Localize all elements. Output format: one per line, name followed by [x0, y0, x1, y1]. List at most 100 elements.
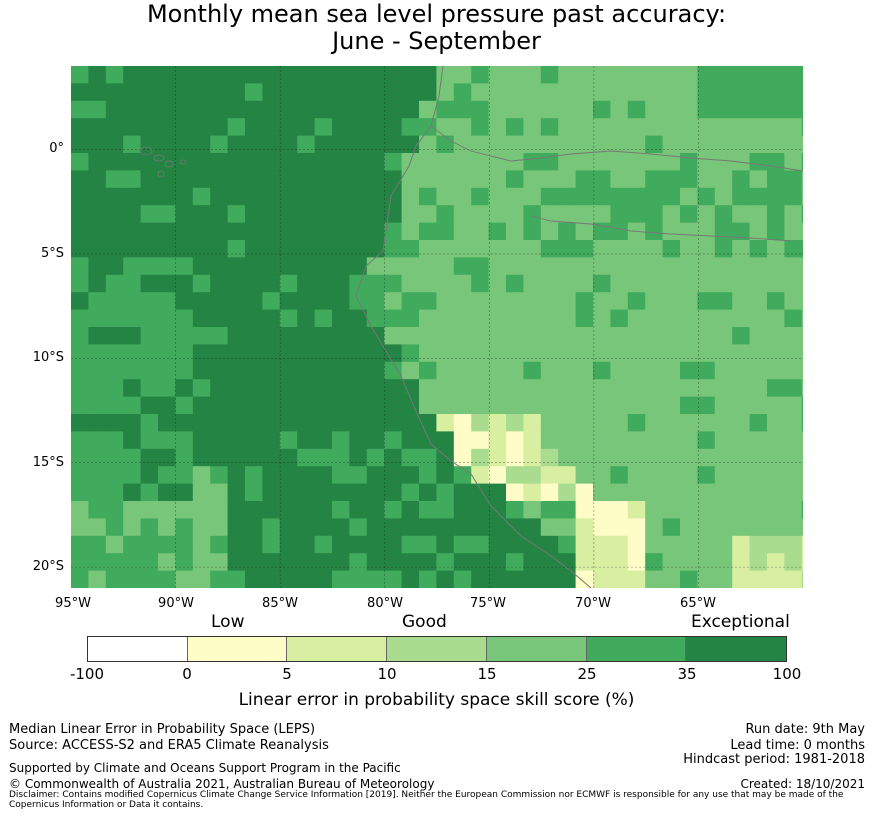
- grid-cell: [453, 327, 472, 345]
- grid-cell: [732, 361, 751, 380]
- grid-cell: [140, 396, 159, 415]
- grid-cell: [732, 379, 751, 398]
- grid-cell: [488, 135, 507, 154]
- grid-cell: [801, 396, 803, 415]
- lat-label-5s: 5°S: [40, 246, 64, 261]
- colorbar-segment: [586, 637, 687, 661]
- grid-cell: [105, 535, 124, 554]
- grid-cell: [297, 135, 316, 154]
- grid-cell: [366, 309, 385, 328]
- grid-cell: [175, 153, 194, 171]
- grid-cell: [349, 83, 368, 102]
- grid-cell: [714, 135, 733, 154]
- grid-cell: [279, 466, 298, 485]
- grid-cell: [767, 431, 785, 450]
- grid-cell: [384, 170, 403, 189]
- grid-cell: [627, 187, 646, 206]
- grid-cell: [767, 309, 785, 328]
- grid-cell: [227, 570, 246, 588]
- grid-cell: [471, 553, 490, 572]
- grid-cell: [332, 483, 350, 502]
- grid-cell: [784, 222, 803, 241]
- grid-cell: [714, 205, 733, 224]
- grid-cell: [192, 466, 211, 485]
- grid-cell: [680, 553, 698, 572]
- grid-cell: [732, 170, 751, 189]
- grid-cell: [210, 448, 229, 467]
- grid-cell: [488, 274, 507, 293]
- grid-cell: [158, 344, 176, 363]
- grid-cell: [697, 83, 716, 102]
- grid-cell: [210, 205, 229, 224]
- grid-cell: [419, 205, 437, 224]
- grid-cell: [488, 240, 507, 258]
- grid-cell: [558, 187, 577, 206]
- grid-cell: [801, 100, 803, 119]
- grid-cell: [506, 327, 524, 345]
- grid-cell: [801, 414, 803, 432]
- grid-cell: [314, 344, 333, 363]
- grid-cell: [523, 100, 542, 119]
- grid-cell: [767, 344, 785, 363]
- grid-cell: [245, 361, 263, 380]
- grid-cell: [262, 309, 281, 328]
- grid-cell: [488, 431, 507, 450]
- grid-cell: [627, 570, 646, 588]
- grid-cell: [540, 187, 559, 206]
- grid-cell: [610, 309, 629, 328]
- grid-cell: [697, 100, 716, 119]
- grid-cell: [71, 448, 89, 467]
- grid-cell: [332, 100, 350, 119]
- grid-cell: [784, 518, 803, 537]
- grid-cell: [262, 327, 281, 345]
- grid-cell: [593, 274, 611, 293]
- grid-cell: [158, 553, 176, 572]
- grid-cell: [123, 187, 142, 206]
- grid-cell: [210, 553, 229, 572]
- grid-cell: [140, 466, 159, 485]
- grid-cell: [523, 257, 542, 276]
- grid-cell: [488, 187, 507, 206]
- grid-cell: [749, 570, 768, 588]
- grid-cell: [697, 553, 716, 572]
- grid-cell: [332, 379, 350, 398]
- grid-cell: [767, 483, 785, 502]
- grid-cell: [262, 448, 281, 467]
- grid-cell: [645, 170, 664, 189]
- grid-cell: [262, 466, 281, 485]
- grid-cell: [680, 431, 698, 450]
- grid-cell: [714, 100, 733, 119]
- grid-cell: [314, 448, 333, 467]
- grid-cell: [732, 518, 751, 537]
- grid-cell: [593, 361, 611, 380]
- grid-cell: [279, 535, 298, 554]
- grid-cell: [314, 553, 333, 572]
- grid-cell: [436, 118, 455, 137]
- grid-cell: [158, 257, 176, 276]
- grid-cell: [610, 361, 629, 380]
- grid-cell: [767, 205, 785, 224]
- grid-cell: [506, 483, 524, 502]
- grid-cell: [801, 501, 803, 519]
- grid-cell: [71, 483, 89, 502]
- grid-cell: [314, 292, 333, 311]
- grid-cell: [88, 170, 107, 189]
- grid-cell: [88, 257, 107, 276]
- grid-cell: [366, 396, 385, 415]
- grid-cell: [314, 83, 333, 102]
- grid-cell: [506, 414, 524, 432]
- grid-cell: [697, 187, 716, 206]
- grid-cell: [645, 327, 664, 345]
- grid-cell: [349, 187, 368, 206]
- grid-cell: [71, 518, 89, 537]
- grid-cell: [88, 274, 107, 293]
- grid-cell: [88, 344, 107, 363]
- grid-cell: [314, 222, 333, 241]
- grid-cell: [262, 240, 281, 258]
- grid-cell: [262, 396, 281, 415]
- grid-cell: [697, 570, 716, 588]
- grid-cell: [575, 153, 594, 171]
- grid-cell: [88, 501, 107, 519]
- footer-lead-time: Lead time: 0 months: [730, 738, 865, 753]
- grid-cell: [314, 66, 333, 84]
